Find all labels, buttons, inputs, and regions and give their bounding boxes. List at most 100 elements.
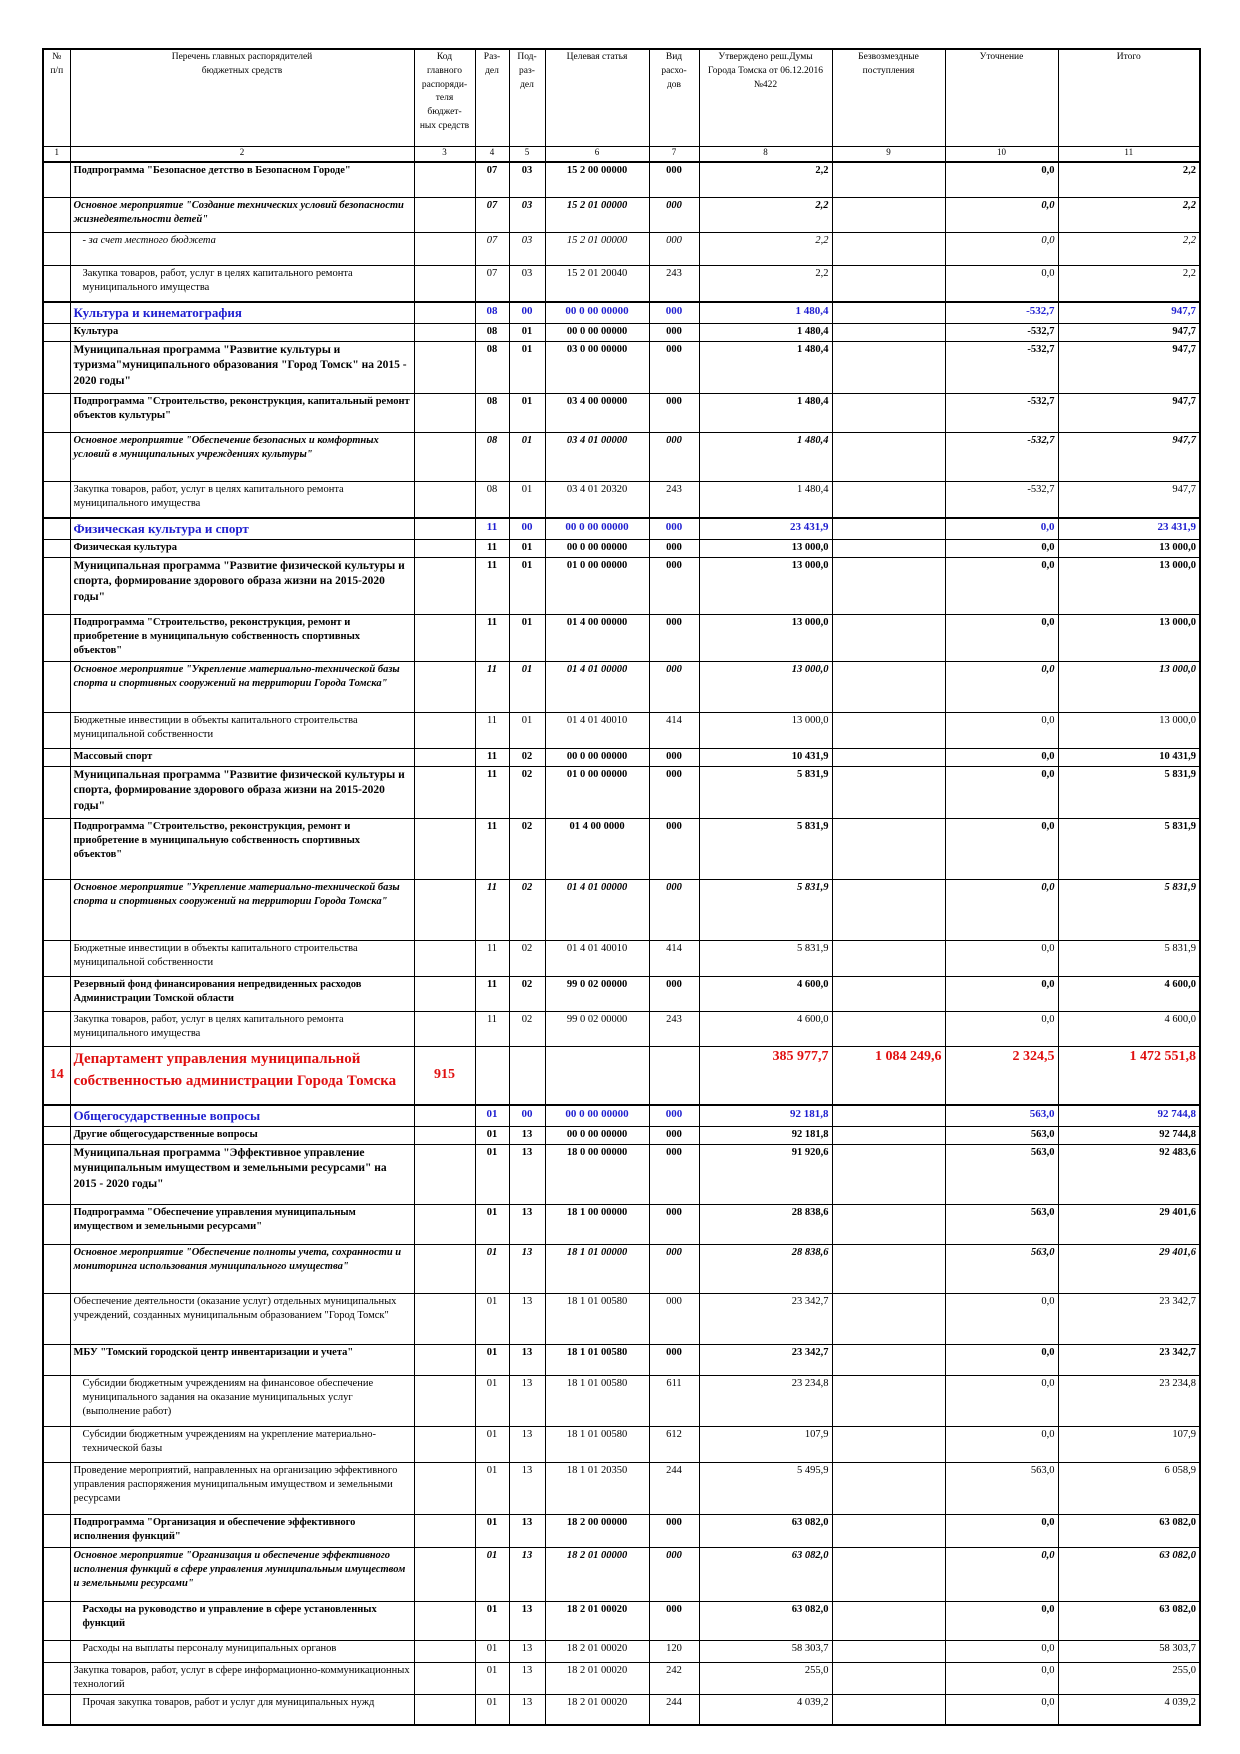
cell: [42, 1374, 71, 1427]
cell: 23 431,9: [698, 517, 833, 540]
item-name: Расходы на руководство и управление в сф…: [69, 1600, 415, 1641]
cell: 0,0: [944, 765, 1059, 819]
cell: 612: [648, 1425, 700, 1463]
cell: 947,7: [1057, 431, 1201, 482]
cell: 5 831,9: [698, 939, 833, 977]
table-row: Закупка товаров, работ, услуг в целях ка…: [42, 264, 1201, 303]
cell: 18 2 00 00000: [544, 1513, 650, 1548]
column-number: 9: [831, 145, 946, 163]
cell: 11: [474, 711, 510, 749]
cell: [544, 1045, 650, 1106]
cell: [42, 538, 71, 558]
table-row: Основное мероприятие "Обеспечение полнот…: [42, 1243, 1201, 1294]
cell: 000: [648, 765, 700, 819]
cell: [42, 1203, 71, 1245]
header-cell: Безвозмездные поступления: [831, 48, 946, 147]
cell: [831, 301, 946, 324]
cell: 00 0 00 00000: [544, 517, 650, 540]
cell: [42, 1693, 71, 1726]
cell: [831, 231, 946, 266]
cell: 28 838,6: [698, 1243, 833, 1294]
cell: 01 0 00 00000: [544, 765, 650, 819]
cell: 000: [648, 747, 700, 767]
cell: 0,0: [944, 161, 1059, 198]
cell: [413, 765, 476, 819]
cell: 000: [648, 340, 700, 394]
cell: 2,2: [698, 264, 833, 303]
cell: [831, 660, 946, 713]
cell: 92 744,8: [1057, 1125, 1201, 1145]
cell: 000: [648, 817, 700, 880]
header-line: п/п: [50, 65, 64, 76]
cell: 29 401,6: [1057, 1203, 1201, 1245]
cell: 01: [508, 480, 546, 519]
cell: [831, 1203, 946, 1245]
cell: -532,7: [944, 480, 1059, 519]
cell: [831, 878, 946, 941]
header-cell: Целевая статья: [544, 48, 650, 147]
cell: 11: [474, 660, 510, 713]
cell: 11: [474, 1010, 510, 1047]
cell: 01: [508, 322, 546, 342]
item-name: Проведение мероприятий, направленных на …: [69, 1461, 415, 1515]
cell: 91 920,6: [698, 1143, 833, 1205]
item-name: Основное мероприятие "Укрепление материа…: [69, 660, 415, 713]
cell: 01: [508, 392, 546, 433]
cell: 4 039,2: [698, 1693, 833, 1726]
cell: 11: [474, 878, 510, 941]
cell: [831, 1125, 946, 1145]
cell: 13: [508, 1143, 546, 1205]
cell: 563,0: [944, 1203, 1059, 1245]
cell: [42, 975, 71, 1012]
cell: [413, 556, 476, 615]
cell: [413, 538, 476, 558]
cell: [413, 517, 476, 540]
cell: 00 0 00 00000: [544, 1125, 650, 1145]
cell: -532,7: [944, 301, 1059, 324]
cell: 000: [648, 1546, 700, 1602]
cell: [42, 1513, 71, 1548]
cell: 0,0: [944, 1661, 1059, 1695]
cell: 58 303,7: [698, 1639, 833, 1663]
cell: 63 082,0: [698, 1600, 833, 1641]
cell: 18 1 01 00580: [544, 1343, 650, 1376]
cell: 01: [474, 1143, 510, 1205]
cell: 63 082,0: [1057, 1546, 1201, 1602]
cell: 03 0 00 00000: [544, 340, 650, 394]
item-name: Подпрограмма "Строительство, реконструкц…: [69, 392, 415, 433]
cell: 243: [648, 264, 700, 303]
table-row: Общегосударственные вопросы 01 00 00 0 00 0…: [42, 1104, 1201, 1127]
table-row: Культура и кинематография 08 00 00 0 00 000…: [42, 301, 1201, 324]
cell: 07: [474, 161, 510, 198]
cell: 5 831,9: [1057, 817, 1201, 880]
cell: 13: [508, 1693, 546, 1726]
cell: [831, 613, 946, 662]
item-name: Подпрограмма "Организация и обеспечение …: [69, 1513, 415, 1548]
cell: 07: [474, 264, 510, 303]
cell: 5 831,9: [1057, 765, 1201, 819]
table-row: Основное мероприятие "Укрепление материа…: [42, 878, 1201, 941]
cell: [42, 1292, 71, 1345]
item-name: Массовый спорт: [69, 747, 415, 767]
cell: 01 4 01 00000: [544, 660, 650, 713]
header-line: Под-: [517, 52, 537, 62]
cell: 5 831,9: [698, 817, 833, 880]
cell: 0,0: [944, 1374, 1059, 1427]
cell: 99 0 02 00000: [544, 975, 650, 1012]
cell: 11: [474, 765, 510, 819]
cell: 18 1 01 00580: [544, 1292, 650, 1345]
cell: 242: [648, 1661, 700, 1695]
column-number: 8: [698, 145, 833, 163]
table-row: Основное мероприятие "Создание техническ…: [42, 196, 1201, 233]
cell: 00 0 00 00000: [544, 1104, 650, 1127]
table-row: Резервный фонд финансирования непредвиде…: [42, 975, 1201, 1012]
item-name: Субсидии бюджетным учреждениям на укрепл…: [69, 1425, 415, 1463]
cell: 01 4 01 00000: [544, 878, 650, 941]
cell: 000: [648, 196, 700, 233]
cell: 563,0: [944, 1143, 1059, 1205]
cell: 0,0: [944, 613, 1059, 662]
column-number: 4: [474, 145, 510, 163]
cell: 2,2: [1057, 161, 1201, 198]
cell: 0,0: [944, 556, 1059, 615]
item-name: Основное мероприятие "Обеспечение полнот…: [69, 1243, 415, 1294]
